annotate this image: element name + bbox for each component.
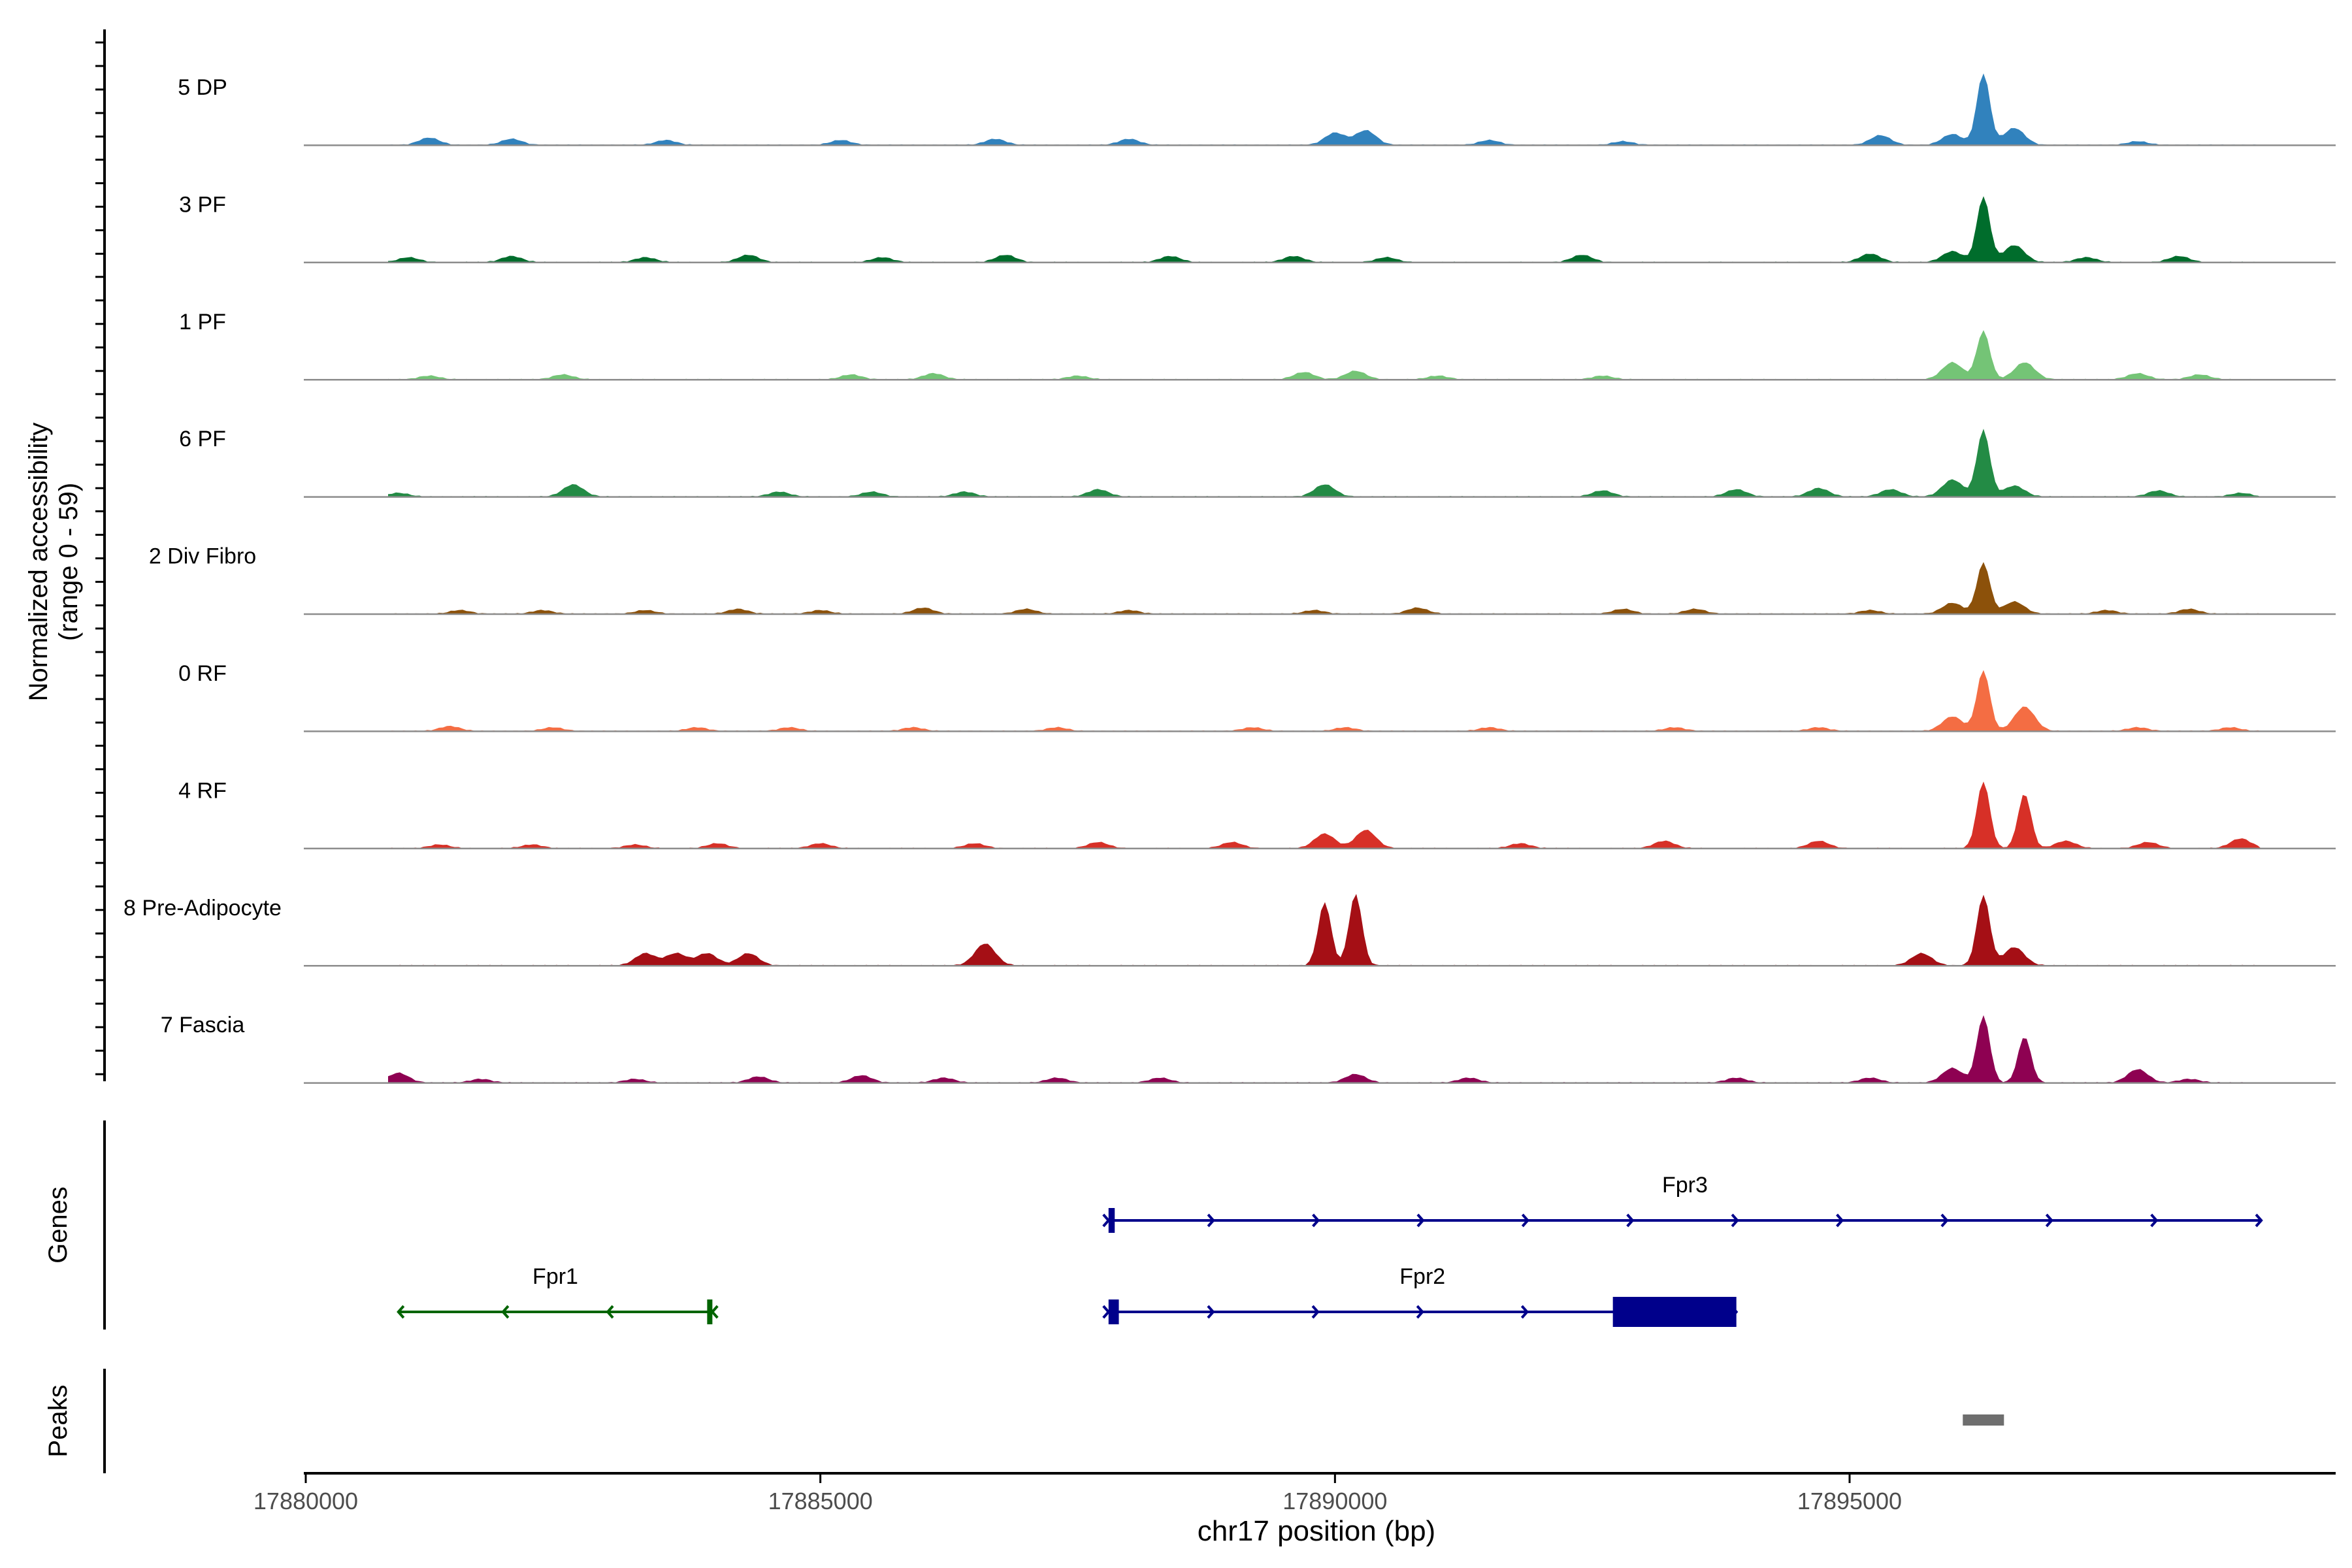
track-1-pf: 1 PF bbox=[179, 310, 2336, 381]
y-axis-title-line2: (range 0 - 59) bbox=[54, 483, 83, 641]
genes-panel-label: Genes bbox=[44, 1186, 73, 1264]
strand-arrow bbox=[1731, 1213, 1739, 1228]
track-5-dp: 5 DP bbox=[178, 73, 2336, 146]
track-label: 4 RF bbox=[178, 778, 227, 803]
x-tick-label: 17895000 bbox=[1797, 1488, 1902, 1514]
strand-arrow bbox=[1207, 1213, 1215, 1228]
track-label: 8 Pre-Adipocyte bbox=[123, 896, 282, 921]
strand-arrow bbox=[1416, 1305, 1424, 1319]
track-4-rf: 4 RF bbox=[178, 778, 2336, 850]
strand-arrow bbox=[2255, 1213, 2263, 1228]
strand-arrow bbox=[1836, 1213, 1844, 1228]
strand-arrow bbox=[1312, 1213, 1320, 1228]
gene-annotations: Fpr3 Fpr2 Fpr1 bbox=[397, 1173, 2263, 1327]
track-2-div-fibro: 2 Div Fibro bbox=[149, 544, 2336, 615]
strand-arrow bbox=[1940, 1213, 1949, 1228]
exon bbox=[1108, 1208, 1115, 1233]
gene-label: Fpr3 bbox=[1662, 1173, 1708, 1198]
track-label: 0 RF bbox=[178, 661, 227, 686]
x-tick-label: 17885000 bbox=[768, 1488, 873, 1514]
peaks-panel-label: Peaks bbox=[44, 1384, 73, 1457]
strand-arrow bbox=[1520, 1305, 1529, 1319]
track-label: 5 DP bbox=[178, 75, 227, 100]
track-label: 3 PF bbox=[179, 192, 226, 217]
gene-label: Fpr1 bbox=[532, 1264, 578, 1289]
track-label: 7 Fascia bbox=[161, 1013, 245, 1037]
coverage-tracks: 5 DP 3 PF 1 PF 6 PF 2 Div Fibro 0 RF 4 RF 8 Pre… bbox=[123, 73, 2336, 1084]
track-label: 6 PF bbox=[179, 427, 226, 451]
strand-arrow bbox=[1311, 1305, 1320, 1319]
strand-arrow bbox=[2150, 1213, 2159, 1228]
strand-arrow bbox=[1207, 1305, 1215, 1319]
coverage-y-axis-ticks bbox=[95, 41, 105, 1075]
track-3-pf: 3 PF bbox=[179, 192, 2336, 264]
track-label: 2 Div Fibro bbox=[149, 544, 256, 569]
exon bbox=[707, 1299, 713, 1324]
strand-arrow bbox=[501, 1305, 510, 1319]
x-axis-ticks: 17880000 17885000 17890000 17895000 bbox=[253, 1473, 1902, 1514]
track-6-pf: 6 PF bbox=[179, 427, 2336, 498]
gene-fpr3: Fpr3 bbox=[1102, 1173, 2263, 1233]
peak-region bbox=[1963, 1414, 2004, 1426]
track-8-pre-adipocyte: 8 Pre-Adipocyte bbox=[123, 894, 2336, 967]
gene-fpr2: Fpr2 bbox=[1102, 1264, 1739, 1327]
strand-arrow bbox=[1416, 1213, 1425, 1228]
peak-regions bbox=[1963, 1414, 2004, 1426]
x-tick-label: 17880000 bbox=[253, 1488, 358, 1514]
track-0-rf: 0 RF bbox=[178, 661, 2336, 732]
x-tick-label: 17890000 bbox=[1282, 1488, 1387, 1514]
strand-arrow bbox=[606, 1305, 614, 1319]
x-axis-title: chr17 position (bp) bbox=[1198, 1515, 1435, 1547]
gene-fpr1: Fpr1 bbox=[397, 1264, 719, 1324]
exon bbox=[1612, 1297, 1737, 1327]
coverage-area bbox=[388, 894, 2262, 966]
gene-label: Fpr2 bbox=[1399, 1264, 1445, 1289]
strand-arrow bbox=[397, 1305, 405, 1319]
y-axis-title-line1: Normalized accessibility bbox=[24, 423, 53, 702]
exon bbox=[1108, 1299, 1119, 1324]
coverage-area bbox=[388, 781, 2262, 849]
y-axis-title: Normalized accessibility (range 0 - 59) bbox=[24, 423, 83, 702]
track-7-fascia: 7 Fascia bbox=[161, 1013, 2336, 1084]
coverage-area bbox=[388, 429, 2262, 497]
strand-arrow bbox=[1521, 1213, 1530, 1228]
track-label: 1 PF bbox=[179, 310, 226, 335]
strand-arrow bbox=[1626, 1213, 1635, 1228]
strand-arrow bbox=[2045, 1213, 2054, 1228]
